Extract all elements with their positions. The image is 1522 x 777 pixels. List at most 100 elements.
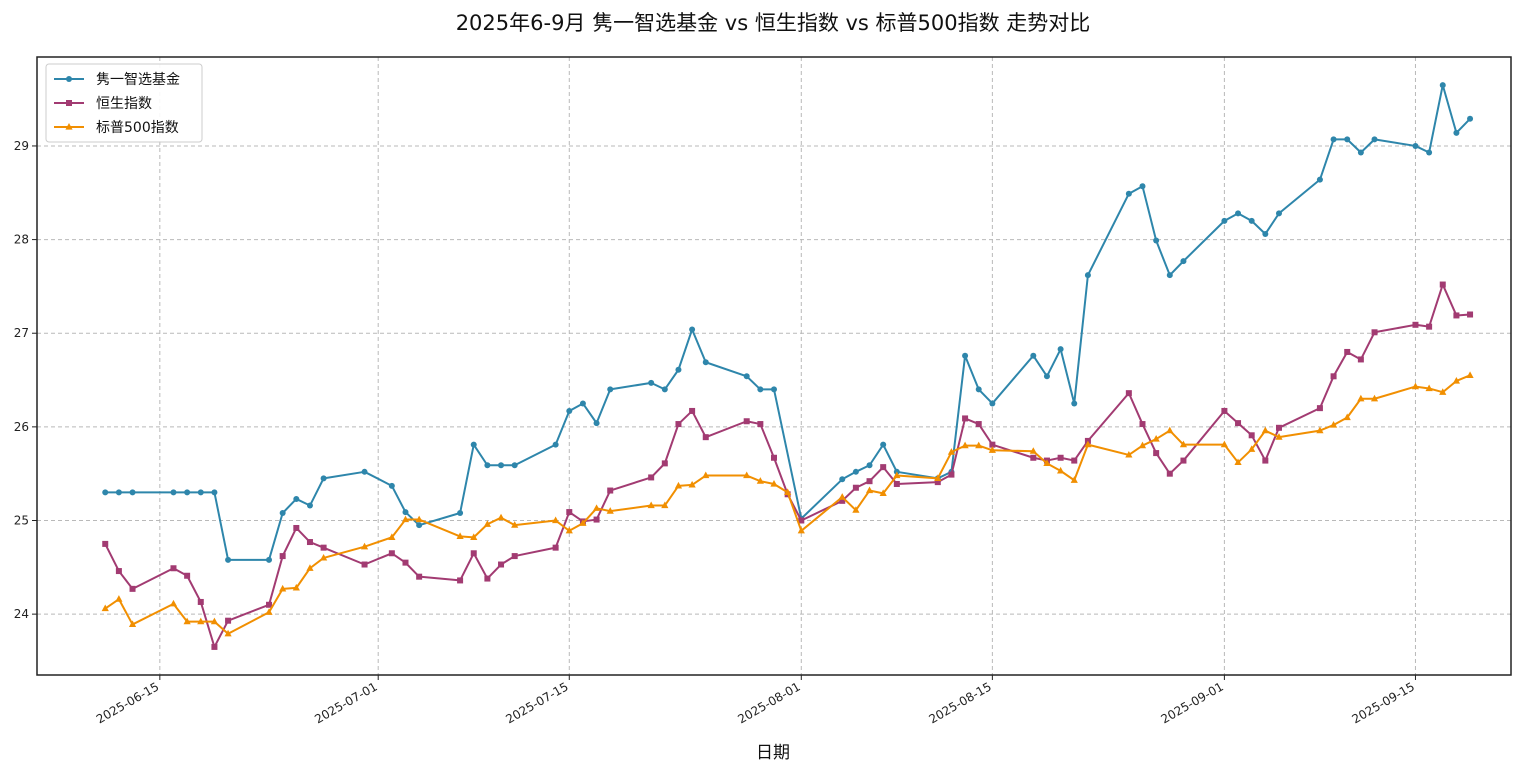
data-point <box>688 480 696 488</box>
data-point <box>102 540 109 547</box>
data-point <box>511 521 519 528</box>
data-point <box>743 373 750 380</box>
data-point <box>470 550 477 557</box>
legend-label: 隽一智选基金 <box>96 71 180 88</box>
data-point <box>320 544 327 551</box>
data-point <box>934 479 941 486</box>
data-point <box>1220 440 1228 448</box>
data-point <box>989 400 996 407</box>
data-point <box>552 441 559 448</box>
data-point <box>674 481 683 489</box>
data-point <box>1426 149 1433 156</box>
data-point <box>470 441 477 448</box>
data-point <box>360 542 369 550</box>
data-point <box>170 565 177 572</box>
data-point <box>702 359 709 366</box>
data-point <box>962 352 969 359</box>
data-point <box>320 553 328 561</box>
data-point <box>947 448 956 455</box>
y-tick-label: 29 <box>14 139 29 153</box>
legend-marker <box>66 100 72 106</box>
series-layer <box>101 82 1474 650</box>
data-point <box>1221 217 1228 224</box>
data-point <box>197 617 205 625</box>
y-tick-label: 24 <box>14 607 29 621</box>
data-point <box>265 608 273 615</box>
data-point <box>552 516 560 524</box>
data-point <box>129 489 136 496</box>
data-point <box>416 522 423 529</box>
data-point <box>1439 281 1446 288</box>
data-point <box>1248 445 1256 452</box>
data-point <box>456 532 464 540</box>
data-point <box>483 520 491 527</box>
data-point <box>880 464 887 471</box>
data-point <box>1248 217 1255 224</box>
data-point <box>771 454 777 461</box>
data-point <box>757 386 764 393</box>
data-point <box>1411 382 1420 390</box>
data-point <box>266 601 273 608</box>
data-point <box>1180 457 1187 464</box>
data-point <box>1057 346 1064 353</box>
data-point <box>1412 321 1419 328</box>
grid-layer <box>37 57 1511 675</box>
data-point <box>184 572 191 579</box>
data-point <box>1357 394 1365 402</box>
y-tick-label: 25 <box>14 514 29 528</box>
data-point <box>1357 149 1364 156</box>
data-point <box>1452 376 1461 384</box>
data-point <box>402 509 409 516</box>
data-point <box>183 617 191 625</box>
data-point <box>757 421 764 428</box>
data-point <box>975 386 982 393</box>
data-point <box>306 564 314 571</box>
data-point <box>1139 183 1146 190</box>
data-point <box>1357 356 1364 363</box>
data-point <box>1275 424 1282 431</box>
data-point <box>988 446 996 453</box>
data-point <box>197 598 204 605</box>
data-point <box>552 544 559 551</box>
data-point <box>1125 390 1132 397</box>
data-point <box>648 379 655 386</box>
data-point <box>852 484 859 491</box>
data-point <box>566 509 573 516</box>
data-point <box>1344 348 1351 355</box>
data-point <box>1125 190 1132 197</box>
data-point <box>607 386 614 393</box>
y-tick-label: 27 <box>14 326 29 340</box>
data-point <box>484 462 491 469</box>
data-point <box>1439 82 1446 89</box>
data-point <box>1262 457 1269 464</box>
data-point <box>115 595 123 602</box>
data-point <box>1221 407 1228 414</box>
data-point <box>1330 373 1337 380</box>
data-point <box>1166 470 1173 477</box>
data-point <box>129 585 136 592</box>
data-point <box>1316 405 1323 412</box>
data-point <box>839 476 846 483</box>
data-point <box>948 471 955 478</box>
data-point <box>770 479 778 487</box>
data-point <box>797 526 805 534</box>
legend-label: 标普500指数 <box>96 120 179 136</box>
data-point <box>102 489 109 496</box>
data-point <box>484 575 491 582</box>
data-point <box>388 533 396 540</box>
data-point <box>388 550 395 557</box>
data-point <box>1316 426 1324 434</box>
data-point <box>593 420 600 427</box>
data-point <box>866 478 873 485</box>
data-point <box>579 519 587 526</box>
data-point <box>1180 258 1187 265</box>
data-point <box>306 502 313 509</box>
data-point <box>293 524 300 531</box>
data-point <box>743 471 751 479</box>
data-point <box>689 407 696 414</box>
data-point <box>320 475 327 482</box>
data-point <box>1425 384 1433 392</box>
